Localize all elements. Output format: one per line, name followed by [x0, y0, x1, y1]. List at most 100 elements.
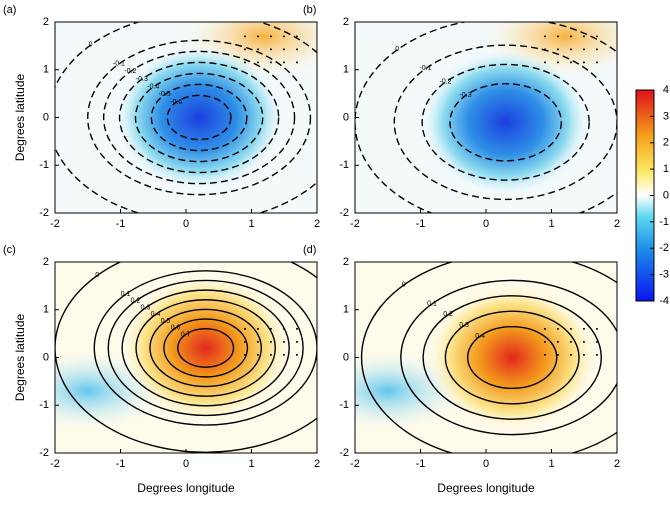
stipple [269, 48, 272, 51]
stipple [569, 48, 572, 51]
x-tick-label: 2 [314, 458, 320, 470]
y-tick-label: -1 [39, 159, 49, 171]
y-tick-label: 1 [343, 64, 349, 76]
contour-label: 0 [89, 41, 93, 48]
stipple [556, 61, 559, 64]
x-tick-label: 2 [614, 218, 620, 230]
contour-label: 0.1 [427, 300, 437, 307]
contour-line [360, 262, 617, 453]
y-tick-label: -2 [339, 207, 349, 219]
y-tick-label: 2 [343, 256, 349, 268]
y-tick-label: 0 [343, 111, 349, 123]
x-tick-label: -2 [50, 458, 60, 470]
panel-label: (d) [303, 244, 316, 256]
stipple [256, 35, 259, 38]
stipple [256, 340, 259, 343]
stipple [269, 61, 272, 64]
panel: 0 0.10.20.30.40.50.60.7 [55, 262, 317, 453]
main-blob [115, 44, 283, 191]
colorbar-tick-label: -4 [659, 295, 669, 307]
colorbar-tick-label: 0 [663, 189, 669, 201]
x-tick-label: -2 [350, 218, 360, 230]
x-axis-label: Degrees longitude [437, 481, 535, 495]
stipple [556, 353, 559, 356]
contour-line [466, 325, 558, 390]
contour-line [444, 310, 580, 405]
stipple [569, 340, 572, 343]
stipple [243, 61, 246, 64]
y-tick-label: 0 [343, 351, 349, 363]
panel-label: (a) [3, 4, 16, 16]
stipple [256, 327, 259, 330]
stipple [543, 327, 546, 330]
stipple [595, 327, 598, 330]
stipple [295, 340, 298, 343]
stipple [243, 340, 246, 343]
colorbar-tick-label: 2 [663, 137, 669, 149]
x-tick-label: 2 [614, 458, 620, 470]
contour-line [107, 279, 304, 417]
contour-label: -0.3 [136, 76, 148, 83]
y-tick-label: 1 [343, 304, 349, 316]
y-tick-label: 0 [43, 111, 49, 123]
y-axis-label: Degrees latitude [13, 313, 27, 401]
stipple [543, 340, 546, 343]
stipple [556, 340, 559, 343]
contour-label: 0.3 [141, 304, 151, 311]
contour-line [421, 63, 590, 181]
contour-label: -0.4 [147, 83, 159, 90]
stipple [582, 327, 585, 330]
x-axis-label: Degrees longitude [137, 481, 235, 495]
stipple [243, 35, 246, 38]
contour-label: -0.2 [439, 79, 451, 86]
stipple [256, 353, 259, 356]
main-blob [421, 49, 590, 195]
stipple [569, 353, 572, 356]
contour-label: 0.6 [171, 325, 181, 332]
panel: 0 -0.1 -0.2 -0.3 [355, 22, 617, 213]
y-tick-label: 1 [43, 304, 49, 316]
stipple [282, 340, 285, 343]
contour-label: 0 [395, 46, 399, 53]
colorbar-tick-label: -1 [659, 216, 669, 228]
contour-label: 0.3 [459, 322, 469, 329]
contour-label: 0.7 [181, 331, 191, 338]
contour-line [166, 94, 232, 141]
contour-label: 0 [402, 281, 406, 288]
stipple [282, 35, 285, 38]
x-tick-label: 0 [183, 218, 189, 230]
contour-line [118, 61, 280, 174]
x-tick-label: -1 [116, 218, 126, 230]
contour-label: -0.5 [159, 91, 171, 98]
stipple [256, 61, 259, 64]
contour-line [134, 72, 264, 163]
colorbar-tick-label: -2 [659, 242, 669, 254]
stipple [569, 35, 572, 38]
x-tick-label: 0 [483, 458, 489, 470]
stipple [295, 353, 298, 356]
x-tick-label: 2 [314, 218, 320, 230]
y-tick-label: 1 [43, 64, 49, 76]
colorbar-tick-label: 1 [663, 163, 669, 175]
stipple [582, 353, 585, 356]
contour-line [422, 295, 602, 420]
stipple [282, 61, 285, 64]
y-axis-label: Degrees latitude [13, 73, 27, 161]
y-tick-label: 2 [43, 256, 49, 268]
contour-line [102, 50, 296, 185]
contour-label: 0.4 [475, 333, 485, 340]
stipple [582, 35, 585, 38]
y-tick-label: 2 [43, 16, 49, 28]
contour-label: 0 [95, 272, 99, 279]
x-tick-label: 1 [248, 218, 254, 230]
y-tick-label: -2 [39, 207, 49, 219]
contour-label: -0.3 [460, 92, 472, 99]
contour-line [121, 289, 290, 407]
main-blob [428, 284, 597, 431]
main-blob [121, 275, 290, 421]
stipple [243, 327, 246, 330]
stipple [269, 353, 272, 356]
y-tick-label: 0 [43, 351, 49, 363]
stipple [595, 48, 598, 51]
